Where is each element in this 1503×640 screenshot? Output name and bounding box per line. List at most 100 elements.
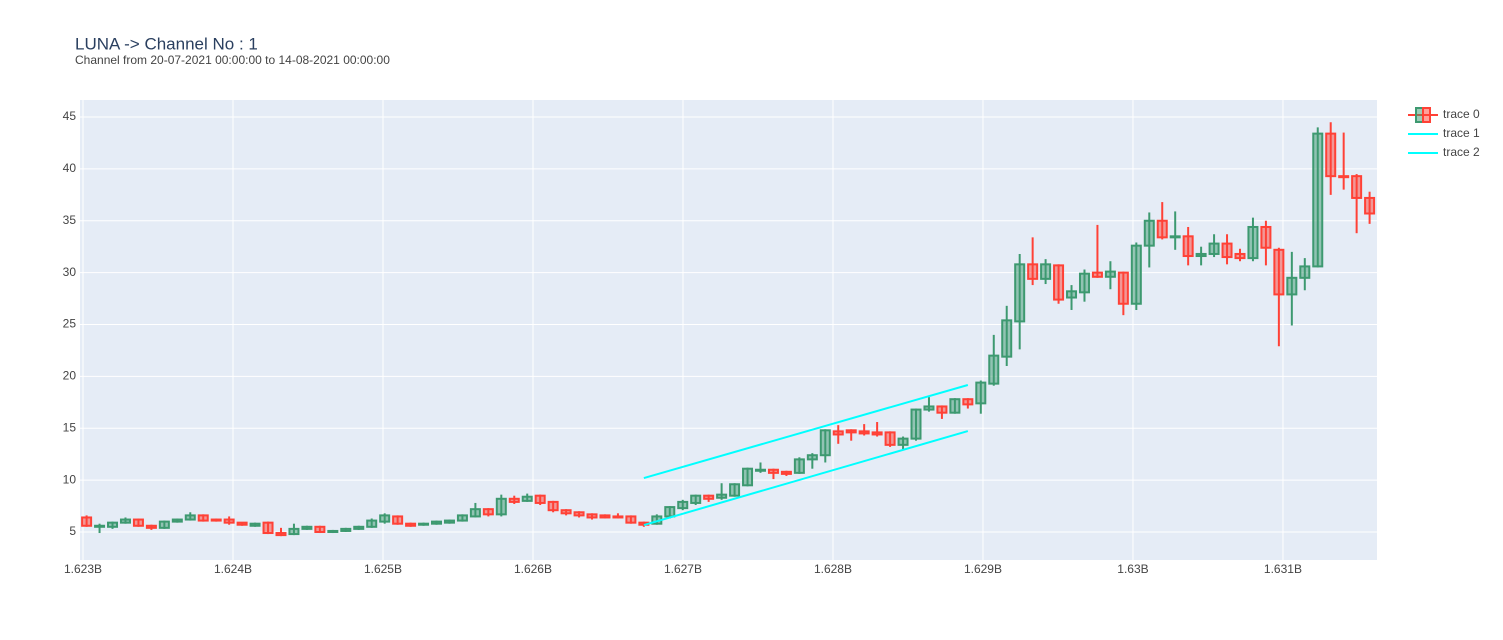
candle-body	[573, 511, 585, 517]
candle-body	[793, 458, 805, 474]
candle-body	[521, 495, 533, 502]
candle-body	[392, 515, 404, 525]
candle-body	[1273, 248, 1285, 296]
plot-area	[80, 100, 1377, 560]
candle-body	[94, 524, 106, 528]
x-tick-label: 1.629B	[964, 562, 1002, 576]
candle-body	[716, 493, 728, 499]
candle-body	[184, 514, 196, 521]
candle-body	[832, 430, 844, 436]
candle-body	[119, 518, 131, 524]
candle-body	[1169, 235, 1181, 239]
candle-body	[949, 398, 961, 414]
x-tick-label: 1.627B	[664, 562, 702, 576]
legend-swatch	[1415, 107, 1424, 123]
candle-body	[469, 508, 481, 518]
candle-body	[1130, 244, 1142, 305]
candle-body	[1234, 252, 1246, 260]
candle-body	[1247, 225, 1259, 260]
y-tick-label: 5	[69, 524, 76, 538]
candle-body	[1078, 272, 1090, 294]
candle-body	[806, 454, 818, 461]
candle-body	[690, 494, 702, 504]
candle-body	[1221, 242, 1233, 259]
legend-label: trace 2	[1443, 145, 1480, 159]
candle-body	[664, 506, 676, 518]
candle-body	[677, 500, 689, 510]
candle-body	[819, 429, 831, 457]
candle-body	[923, 405, 935, 411]
candle-body	[599, 514, 611, 519]
candle-body	[1053, 264, 1065, 301]
candle-body	[1286, 276, 1298, 296]
x-tick-label: 1.625B	[364, 562, 402, 576]
candle-body	[975, 381, 987, 405]
channel-line	[643, 384, 969, 480]
candle-body	[1182, 235, 1194, 258]
candle-body	[1143, 219, 1155, 247]
x-tick-label: 1.626B	[514, 562, 552, 576]
candle-body	[1104, 270, 1116, 278]
y-tick-label: 10	[63, 472, 77, 486]
candle-body	[742, 467, 754, 487]
candle-body	[456, 514, 468, 522]
candle-body	[508, 497, 520, 503]
candle-body	[845, 429, 857, 434]
legend-swatch	[1422, 107, 1431, 123]
candle-body	[443, 519, 455, 524]
candle-body	[586, 513, 598, 519]
candle-body	[988, 354, 1000, 385]
candle-body	[1325, 132, 1337, 178]
candle-body	[1001, 319, 1013, 358]
candle-body	[340, 527, 352, 532]
candle-body	[1066, 290, 1078, 299]
candle-body	[767, 468, 779, 474]
legend-label: trace 0	[1443, 107, 1480, 121]
x-tick-label: 1.631B	[1264, 562, 1302, 576]
candle-body	[897, 437, 909, 446]
candle-body	[1312, 132, 1324, 268]
y-tick-label: 45	[63, 109, 77, 123]
candle-body	[1364, 196, 1376, 215]
x-tick-label: 1.63B	[1117, 562, 1148, 576]
candle-body	[275, 532, 287, 537]
candle-body	[534, 494, 546, 504]
candle-body	[418, 522, 430, 526]
candle-body	[1338, 175, 1350, 179]
candle-body	[858, 430, 870, 435]
x-tick-label: 1.623B	[64, 562, 102, 576]
candle-body	[353, 525, 365, 530]
y-tick-label: 30	[63, 265, 77, 279]
candle-body	[962, 398, 974, 406]
chart-title: LUNA -> Channel No : 1	[75, 34, 258, 53]
candle-body	[1156, 219, 1168, 239]
candle-body	[1260, 225, 1272, 249]
y-tick-label: 40	[63, 161, 77, 175]
y-tick-label: 20	[63, 369, 77, 383]
candle-body	[729, 483, 741, 497]
candle-body	[547, 500, 559, 512]
candle-body	[754, 468, 766, 472]
y-tick-label: 25	[63, 317, 77, 331]
channel-line	[643, 430, 969, 526]
candle-body	[314, 525, 326, 533]
candle-body	[560, 509, 572, 515]
candle-body	[327, 529, 339, 533]
candle-body	[405, 522, 417, 527]
candle-body	[197, 514, 209, 522]
candle-body	[1117, 271, 1129, 305]
candle-body	[132, 518, 144, 527]
legend-label: trace 1	[1443, 126, 1480, 140]
candle-body	[249, 522, 261, 527]
candle-body	[379, 514, 391, 523]
candle-body	[871, 431, 883, 436]
candle-body	[158, 520, 170, 529]
candle-body	[107, 521, 119, 528]
candle-body	[703, 494, 715, 500]
candle-body	[236, 521, 248, 526]
candle-body	[1195, 252, 1207, 258]
candle-body	[482, 508, 494, 516]
candle-body	[301, 525, 313, 530]
